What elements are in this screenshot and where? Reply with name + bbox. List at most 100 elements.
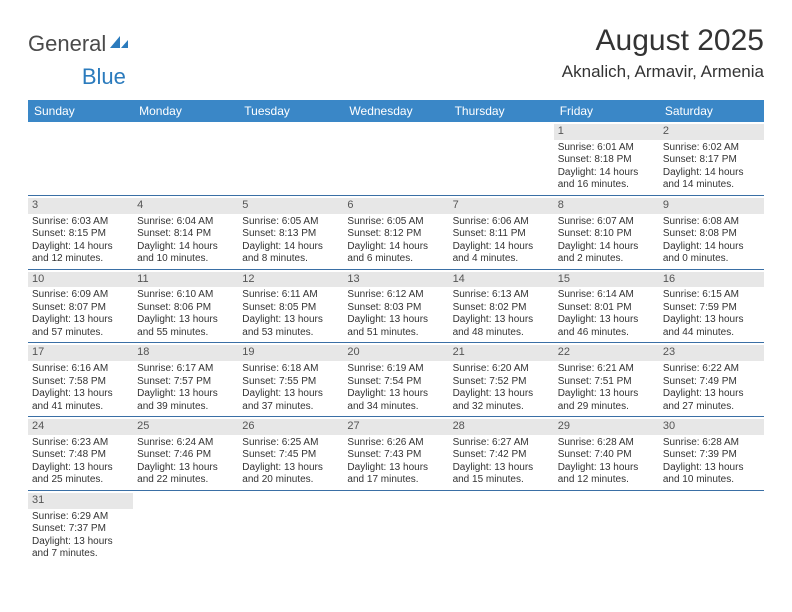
sunrise-text: Sunrise: 6:28 AM: [558, 437, 655, 450]
daylight-text-line1: Daylight: 13 hours: [453, 388, 550, 401]
daylight-text-line2: and 46 minutes.: [558, 327, 655, 340]
day-cell: [133, 122, 238, 195]
daylight-text-line1: Daylight: 13 hours: [558, 314, 655, 327]
day-cell: 25Sunrise: 6:24 AMSunset: 7:46 PMDayligh…: [133, 417, 238, 490]
day-cell: [449, 491, 554, 564]
day-number: 26: [238, 419, 343, 435]
daylight-text-line1: Daylight: 13 hours: [32, 388, 129, 401]
daylight-text-line2: and 55 minutes.: [137, 327, 234, 340]
daylight-text-line1: Daylight: 13 hours: [347, 388, 444, 401]
sunrise-text: Sunrise: 6:12 AM: [347, 289, 444, 302]
sunset-text: Sunset: 7:51 PM: [558, 376, 655, 389]
sunrise-text: Sunrise: 6:06 AM: [453, 216, 550, 229]
dayheader-saturday: Saturday: [659, 100, 764, 122]
day-number: 9: [659, 198, 764, 214]
day-cell: 29Sunrise: 6:28 AMSunset: 7:40 PMDayligh…: [554, 417, 659, 490]
day-number: 18: [133, 345, 238, 361]
day-cell: [449, 122, 554, 195]
day-cell: 9Sunrise: 6:08 AMSunset: 8:08 PMDaylight…: [659, 196, 764, 269]
sunrise-text: Sunrise: 6:25 AM: [242, 437, 339, 450]
daylight-text-line2: and 44 minutes.: [663, 327, 760, 340]
daylight-text-line2: and 2 minutes.: [558, 253, 655, 266]
dayheader-sunday: Sunday: [28, 100, 133, 122]
day-number: 21: [449, 345, 554, 361]
day-cell: [238, 122, 343, 195]
sunset-text: Sunset: 7:54 PM: [347, 376, 444, 389]
week-row: 31Sunrise: 6:29 AMSunset: 7:37 PMDayligh…: [28, 491, 764, 564]
daylight-text-line2: and 12 minutes.: [558, 474, 655, 487]
day-cell: 23Sunrise: 6:22 AMSunset: 7:49 PMDayligh…: [659, 343, 764, 416]
daylight-text-line2: and 39 minutes.: [137, 401, 234, 414]
day-number: 2: [659, 124, 764, 140]
day-cell: [133, 491, 238, 564]
dayheader-monday: Monday: [133, 100, 238, 122]
daylight-text-line1: Daylight: 13 hours: [347, 462, 444, 475]
sunset-text: Sunset: 7:40 PM: [558, 449, 655, 462]
sunset-text: Sunset: 7:37 PM: [32, 523, 129, 536]
sunrise-text: Sunrise: 6:01 AM: [558, 142, 655, 155]
day-number: 12: [238, 272, 343, 288]
day-number: 28: [449, 419, 554, 435]
daylight-text-line2: and 4 minutes.: [453, 253, 550, 266]
day-number: [659, 493, 764, 509]
sunset-text: Sunset: 8:07 PM: [32, 302, 129, 315]
day-number: [28, 124, 133, 140]
daylight-text-line2: and 14 minutes.: [663, 179, 760, 192]
daylight-text-line2: and 10 minutes.: [137, 253, 234, 266]
day-cell: 30Sunrise: 6:28 AMSunset: 7:39 PMDayligh…: [659, 417, 764, 490]
daylight-text-line1: Daylight: 14 hours: [558, 167, 655, 180]
dayheader-friday: Friday: [554, 100, 659, 122]
daylight-text-line2: and 22 minutes.: [137, 474, 234, 487]
day-number: [554, 493, 659, 509]
daylight-text-line2: and 20 minutes.: [242, 474, 339, 487]
sunrise-text: Sunrise: 6:17 AM: [137, 363, 234, 376]
daylight-text-line2: and 48 minutes.: [453, 327, 550, 340]
day-cell: 5Sunrise: 6:05 AMSunset: 8:13 PMDaylight…: [238, 196, 343, 269]
day-cell: 31Sunrise: 6:29 AMSunset: 7:37 PMDayligh…: [28, 491, 133, 564]
day-number: 15: [554, 272, 659, 288]
sunrise-text: Sunrise: 6:02 AM: [663, 142, 760, 155]
day-number: 8: [554, 198, 659, 214]
day-cell: 24Sunrise: 6:23 AMSunset: 7:48 PMDayligh…: [28, 417, 133, 490]
logo: General: [28, 30, 130, 58]
day-number: [343, 124, 448, 140]
week-row: 10Sunrise: 6:09 AMSunset: 8:07 PMDayligh…: [28, 270, 764, 344]
daylight-text-line2: and 17 minutes.: [347, 474, 444, 487]
daylight-text-line2: and 27 minutes.: [663, 401, 760, 414]
daylight-text-line1: Daylight: 13 hours: [663, 314, 760, 327]
dayheader-tuesday: Tuesday: [238, 100, 343, 122]
day-number: 19: [238, 345, 343, 361]
daylight-text-line1: Daylight: 14 hours: [663, 167, 760, 180]
daylight-text-line1: Daylight: 14 hours: [137, 241, 234, 254]
title-block: August 2025 Aknalich, Armavir, Armenia: [562, 24, 764, 82]
sunrise-text: Sunrise: 6:11 AM: [242, 289, 339, 302]
logo-sail-icon: [108, 30, 130, 56]
daylight-text-line1: Daylight: 13 hours: [137, 314, 234, 327]
sunset-text: Sunset: 7:45 PM: [242, 449, 339, 462]
sunrise-text: Sunrise: 6:24 AM: [137, 437, 234, 450]
dayheader-thursday: Thursday: [449, 100, 554, 122]
day-cell: 8Sunrise: 6:07 AMSunset: 8:10 PMDaylight…: [554, 196, 659, 269]
day-cell: 2 Sunrise: 6:02 AMSunset: 8:17 PMDaylight…: [659, 122, 764, 195]
daylight-text-line1: Daylight: 13 hours: [242, 314, 339, 327]
day-number: [133, 124, 238, 140]
sunset-text: Sunset: 8:17 PM: [663, 154, 760, 167]
sunset-text: Sunset: 8:05 PM: [242, 302, 339, 315]
sunset-text: Sunset: 8:18 PM: [558, 154, 655, 167]
sunset-text: Sunset: 8:11 PM: [453, 228, 550, 241]
day-cell: [238, 491, 343, 564]
daylight-text-line2: and 15 minutes.: [453, 474, 550, 487]
sunrise-text: Sunrise: 6:21 AM: [558, 363, 655, 376]
sunrise-text: Sunrise: 6:07 AM: [558, 216, 655, 229]
sunrise-text: Sunrise: 6:19 AM: [347, 363, 444, 376]
day-number: 1: [554, 124, 659, 140]
sunrise-text: Sunrise: 6:26 AM: [347, 437, 444, 450]
sunset-text: Sunset: 8:08 PM: [663, 228, 760, 241]
day-cell: 15Sunrise: 6:14 AMSunset: 8:01 PMDayligh…: [554, 270, 659, 343]
daylight-text-line2: and 51 minutes.: [347, 327, 444, 340]
daylight-text-line2: and 10 minutes.: [663, 474, 760, 487]
day-cell: 12Sunrise: 6:11 AMSunset: 8:05 PMDayligh…: [238, 270, 343, 343]
day-number: 24: [28, 419, 133, 435]
day-cell: 4Sunrise: 6:04 AMSunset: 8:14 PMDaylight…: [133, 196, 238, 269]
day-cell: 14Sunrise: 6:13 AMSunset: 8:02 PMDayligh…: [449, 270, 554, 343]
